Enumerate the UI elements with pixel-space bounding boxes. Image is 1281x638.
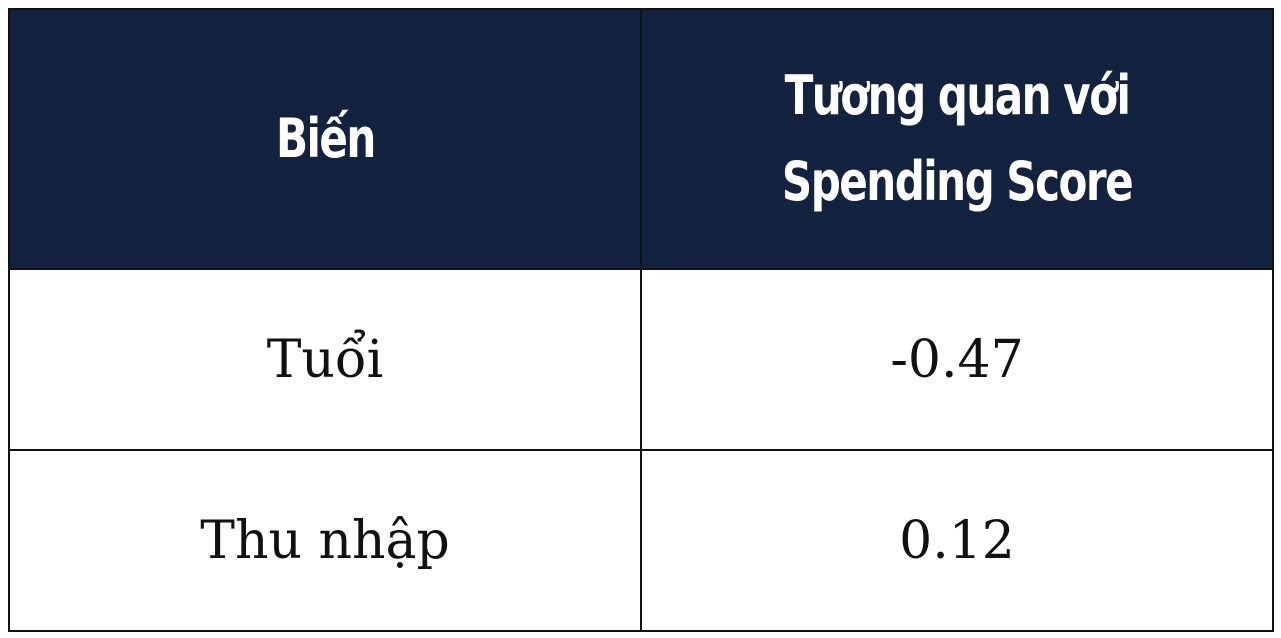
table-header-row: Biến Tương quan với Spending Score [8, 8, 1274, 270]
correlation-table-container: Biến Tương quan với Spending Score Tuổi … [8, 8, 1274, 632]
header-correlation-label: Tương quan với Spending Score [781, 63, 1134, 213]
cell-variable-income: Thu nhập [8, 449, 642, 632]
cell-correlation-age: -0.47 [640, 268, 1274, 451]
cell-correlation-income: 0.12 [640, 449, 1274, 632]
table-row: Thu nhập 0.12 [8, 449, 1274, 632]
header-correlation: Tương quan với Spending Score [640, 8, 1274, 270]
cell-variable-age: Tuổi [8, 268, 642, 451]
header-variable: Biến [8, 8, 642, 270]
table-row: Tuổi -0.47 [8, 268, 1274, 451]
header-variable-label: Biến [275, 106, 376, 170]
correlation-table: Biến Tương quan với Spending Score Tuổi … [8, 8, 1274, 632]
